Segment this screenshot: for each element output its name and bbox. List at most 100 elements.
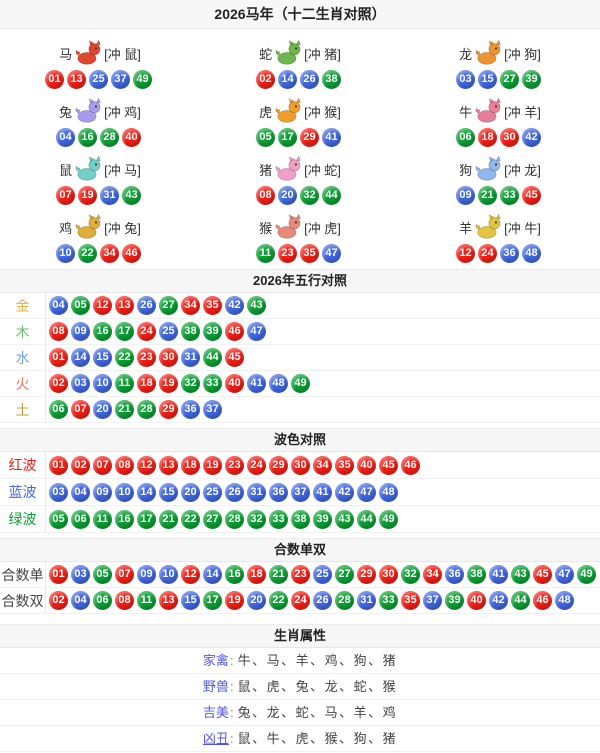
number-ball-15: 15 xyxy=(181,591,200,610)
zodiac-clash-label: [冲 牛] xyxy=(504,220,541,236)
number-ball-20: 20 xyxy=(247,591,266,610)
number-ball-29: 29 xyxy=(269,455,288,475)
number-ball-11: 11 xyxy=(115,374,134,393)
number-ball-15: 15 xyxy=(478,70,497,89)
number-ball-22: 22 xyxy=(269,591,288,610)
number-ball-38: 38 xyxy=(291,509,310,529)
row-number-balls: 05 06 11 16 17 21 22 27 28 32 33 38 39 43 44 49 xyxy=(46,509,401,529)
attribute-label-link[interactable]: 家禽 xyxy=(202,653,229,668)
number-ball-48: 48 xyxy=(379,482,398,502)
zodiac-number-balls: 09 21 33 45 xyxy=(400,186,600,205)
number-ball-39: 39 xyxy=(445,591,464,610)
row-label: 火 xyxy=(0,371,46,396)
elements-section-title: 2026年五行对照 xyxy=(253,273,347,288)
number-ball-43: 43 xyxy=(511,565,530,584)
zodiac-name: 羊 xyxy=(459,220,473,236)
number-ball-44: 44 xyxy=(203,348,222,367)
number-ball-29: 29 xyxy=(300,128,319,147)
number-ball-28: 28 xyxy=(100,128,119,147)
number-ball-07: 07 xyxy=(71,400,90,419)
zodiac-cell-马: 马 [冲 鼠] 01 13 25 37 49 xyxy=(0,37,200,95)
row-number-balls: 06 07 20 21 28 29 36 37 xyxy=(46,400,225,419)
zodiac-number-balls: 10 22 34 46 xyxy=(0,244,200,263)
number-ball-40: 40 xyxy=(467,591,486,610)
number-ball-45: 45 xyxy=(533,565,552,584)
sums-section-title: 合数单双 xyxy=(273,542,326,557)
table-row-合数双: 合数双 02 04 06 08 11 13 15 17 19 20 22 24 26 28 31 33 35 37 3… xyxy=(0,588,600,614)
table-row-土: 土 06 07 20 21 28 29 36 37 xyxy=(0,397,600,423)
number-ball-34: 34 xyxy=(423,565,442,584)
number-ball-15: 15 xyxy=(159,482,178,502)
number-ball-34: 34 xyxy=(313,455,332,475)
row-number-balls: 01 03 05 07 09 10 12 14 16 18 21 23 25 27 29 30 32 34 36 38… xyxy=(46,565,599,584)
zodiac-name: 龙 xyxy=(459,46,473,62)
elements-section-header-bar: 2026年五行对照 xyxy=(0,269,600,293)
page-title: 2026马年（十二生肖对照） xyxy=(214,6,386,22)
zodiac-number-balls: 01 13 25 37 49 xyxy=(0,70,200,89)
number-ball-16: 16 xyxy=(78,128,97,147)
number-ball-35: 35 xyxy=(401,591,420,610)
number-ball-10: 10 xyxy=(159,565,178,584)
zodiac-number-balls: 07 19 31 43 xyxy=(0,186,200,205)
row-number-balls: 01 14 15 22 23 30 31 44 45 xyxy=(46,348,247,367)
number-ball-20: 20 xyxy=(181,482,200,502)
number-ball-09: 09 xyxy=(71,322,90,341)
number-ball-03: 03 xyxy=(71,565,90,584)
dragon-icon xyxy=(474,39,502,67)
snake-icon xyxy=(274,39,302,67)
zodiac-name: 猪 xyxy=(259,162,273,178)
ox-icon xyxy=(474,97,502,125)
number-ball-11: 11 xyxy=(93,509,112,529)
number-ball-23: 23 xyxy=(278,244,297,263)
number-ball-21: 21 xyxy=(478,186,497,205)
number-ball-08: 08 xyxy=(49,322,68,341)
zodiac-number-balls: 04 16 28 40 xyxy=(0,128,200,147)
number-ball-13: 13 xyxy=(159,591,178,610)
number-ball-22: 22 xyxy=(78,244,97,263)
number-ball-36: 36 xyxy=(445,565,464,584)
number-ball-23: 23 xyxy=(225,455,244,475)
row-number-balls: 02 04 06 08 11 13 15 17 19 20 22 24 26 28 31 33 35 37 39 40… xyxy=(46,591,577,610)
row-label: 合数单 xyxy=(0,562,46,587)
zodiac-cell-猪: 猪 [冲 蛇] 08 20 32 44 xyxy=(200,153,400,211)
number-ball-36: 36 xyxy=(269,482,288,502)
number-ball-06: 06 xyxy=(456,128,475,147)
attribute-colon: : xyxy=(229,679,234,694)
number-ball-03: 03 xyxy=(49,482,68,502)
number-ball-31: 31 xyxy=(181,348,200,367)
table-row-水: 水 01 14 15 22 23 30 31 44 45 xyxy=(0,345,600,371)
number-ball-05: 05 xyxy=(93,565,112,584)
number-ball-42: 42 xyxy=(335,482,354,502)
number-ball-31: 31 xyxy=(357,591,376,610)
number-ball-39: 39 xyxy=(522,70,541,89)
table-row-合数单: 合数单 01 03 05 07 09 10 12 14 16 18 21 23 25 27 29 30 32 34 3… xyxy=(0,562,600,588)
number-ball-44: 44 xyxy=(322,186,341,205)
waves-section-title: 波色对照 xyxy=(273,432,326,447)
number-ball-48: 48 xyxy=(522,244,541,263)
number-ball-35: 35 xyxy=(335,455,354,475)
number-ball-46: 46 xyxy=(225,322,244,341)
zodiac-grid: 马 [冲 鼠] 01 13 25 37 49 蛇 [冲 猪] 02 14 26 38 龙 [冲 狗] 03 15… xyxy=(0,29,600,269)
zodiac-number-balls: 03 15 27 39 xyxy=(400,70,600,89)
row-label: 土 xyxy=(0,397,46,422)
row-number-balls: 08 09 16 17 24 25 38 39 46 47 xyxy=(46,322,269,341)
number-ball-24: 24 xyxy=(137,322,156,341)
table-row-金: 金 04 05 12 13 26 27 34 35 42 43 xyxy=(0,293,600,319)
zodiac-cell-鼠: 鼠 [冲 马] 07 19 31 43 xyxy=(0,153,200,211)
zodiac-number-balls: 06 18 30 42 xyxy=(400,128,600,147)
attribute-label-link[interactable]: 野兽 xyxy=(202,679,229,694)
number-ball-39: 39 xyxy=(203,322,222,341)
attribute-label-link[interactable]: 凶丑 xyxy=(202,731,229,746)
zodiac-name: 鼠 xyxy=(59,162,73,178)
sums-table: 合数单 01 03 05 07 09 10 12 14 16 18 21 23 25 27 29 30 32 34 3… xyxy=(0,562,600,614)
attribute-label-link[interactable]: 吉美 xyxy=(202,705,229,720)
row-label: 金 xyxy=(0,293,46,318)
number-ball-42: 42 xyxy=(522,128,541,147)
zodiac-cell-猴: 猴 [冲 虎] 11 23 35 47 xyxy=(200,211,400,269)
elements-table: 金 04 05 12 13 26 27 34 35 42 43 木 08 09 16 17 24 25 38 39 46… xyxy=(0,293,600,423)
number-ball-05: 05 xyxy=(71,296,90,315)
rooster-icon xyxy=(74,213,102,241)
number-ball-23: 23 xyxy=(137,348,156,367)
number-ball-35: 35 xyxy=(300,244,319,263)
